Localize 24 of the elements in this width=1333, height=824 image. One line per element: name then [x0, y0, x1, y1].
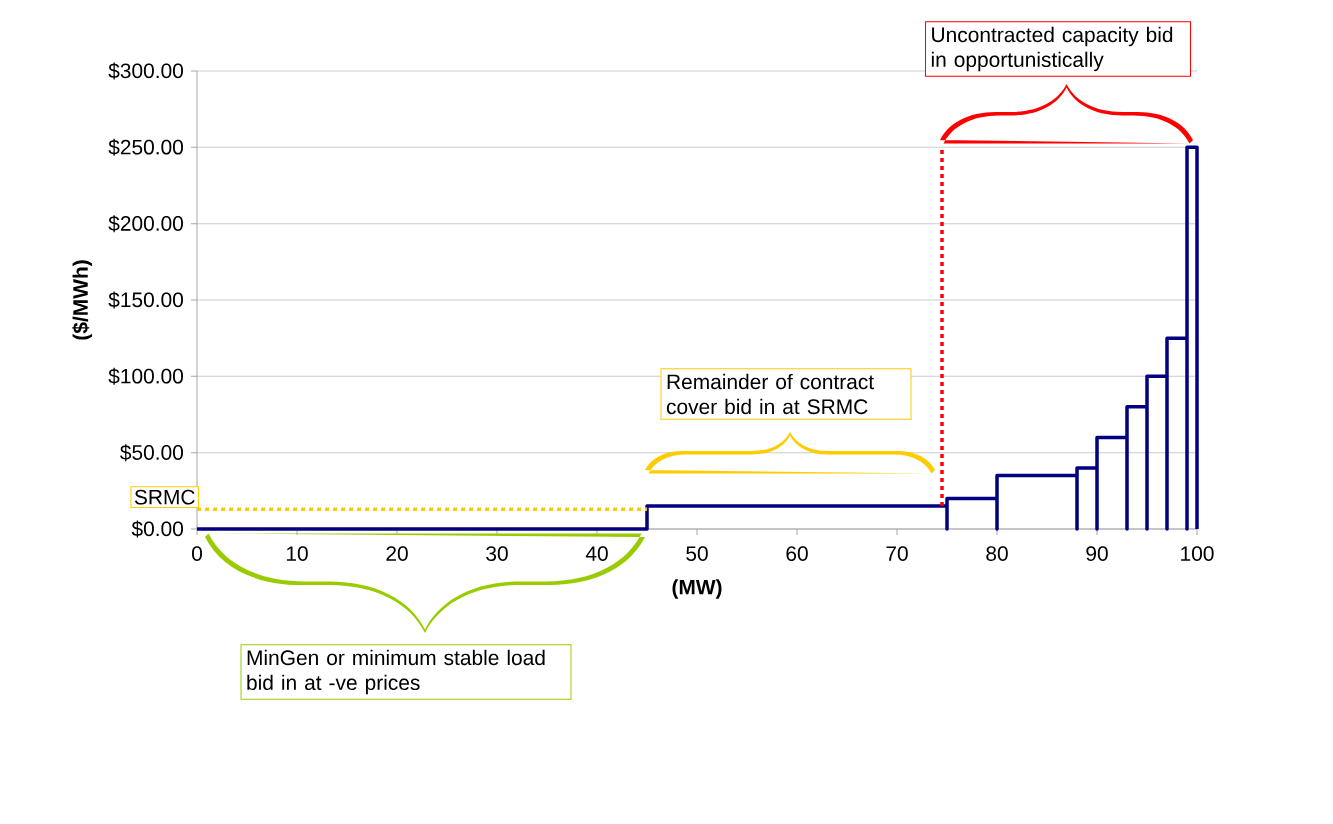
- x-tick-label: 90: [1086, 546, 1108, 562]
- y-tick-label: $300.00: [108, 62, 183, 80]
- x-tick-label: 80: [986, 546, 1008, 562]
- y-axis-title: ($/MWh): [72, 260, 93, 340]
- y-tick-label: $250.00: [108, 139, 183, 156]
- y-tick-label: $150.00: [108, 291, 183, 309]
- series-label: SRMC: [134, 489, 195, 505]
- x-tick-label: 30: [486, 546, 508, 562]
- y-tick-label: $0.00: [131, 520, 183, 538]
- x-tick-label: 50: [686, 546, 708, 562]
- text: MinGen or minimum stable load bid in at -ve prices: [247, 649, 545, 695]
- y-tick-label: $200.00: [108, 215, 183, 233]
- y-tick-label: $100.00: [108, 368, 183, 385]
- annotation: Uncontracted capacity bid in opportunistically: [931, 26, 1173, 72]
- x-tick-label: 0: [192, 546, 202, 562]
- x-tick-label: 60: [786, 546, 808, 562]
- x-tick-label: 20: [386, 546, 408, 562]
- annotation: Remainder of contract cover bid in at SRMC: [666, 374, 874, 415]
- y-tick-label: $50.00: [120, 444, 183, 462]
- x-axis-title: (MW): [672, 579, 722, 599]
- x-tick-label: 70: [886, 546, 908, 562]
- x-tick-label: 100: [1181, 546, 1214, 562]
- x-tick-label: 40: [585, 546, 608, 562]
- x-tick-label: 10: [286, 546, 308, 562]
